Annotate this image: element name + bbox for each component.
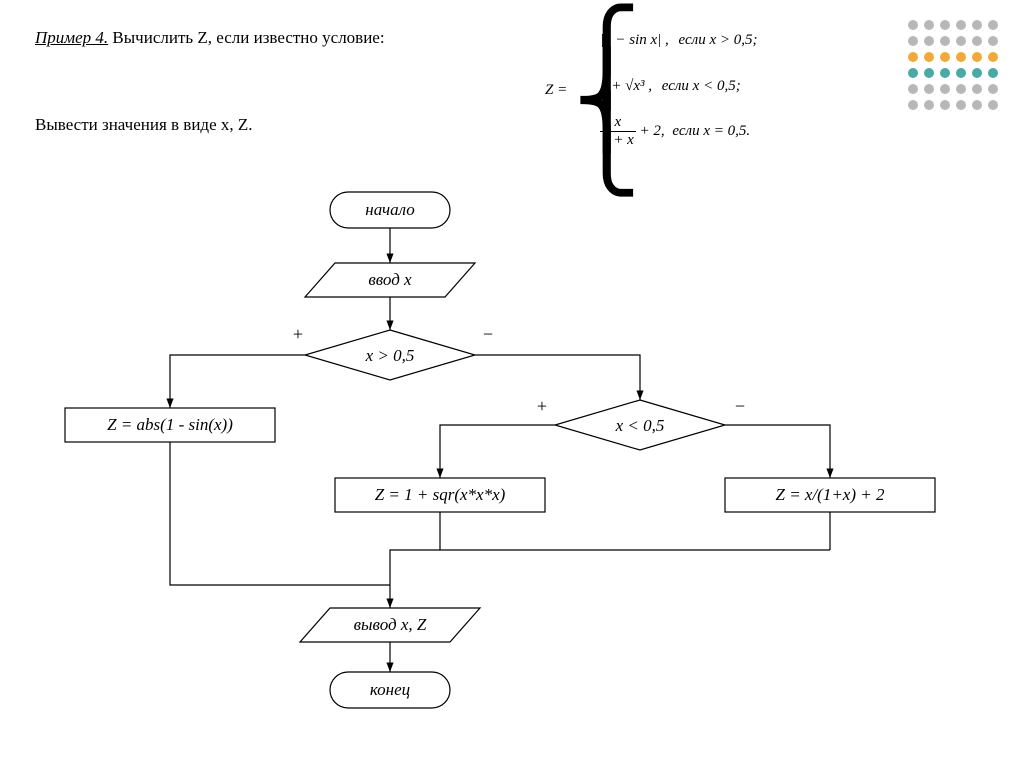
dec1-minus: −: [483, 324, 493, 344]
title-prefix: Пример 4.: [35, 28, 108, 47]
formula-lhs: Z =: [545, 82, 567, 99]
title-rest: Вычислить Z, если известно условие:: [108, 28, 384, 47]
case2-expr: 1 + √x³ ,: [600, 78, 652, 94]
case2-cond: если x < 0,5;: [662, 78, 741, 94]
formula-definition: Z = ⎧ ⎨ ⎩ |1 − sin x| , если x > 0,5; 1 …: [545, 30, 885, 160]
node-dec1-label: x > 0,5: [365, 346, 415, 365]
dot: [956, 100, 966, 110]
dec2-minus: −: [735, 396, 745, 416]
dot: [940, 52, 950, 62]
node-input-label: ввод x: [368, 270, 412, 289]
case3-den: 1 + x: [600, 132, 636, 149]
node-output-label: вывод x, Z: [354, 615, 427, 634]
node-start-label: начало: [365, 200, 414, 219]
dot: [956, 52, 966, 62]
dot: [908, 20, 918, 30]
case3-tail: + 2,: [640, 123, 665, 139]
dot: [972, 100, 982, 110]
dec2-plus: +: [537, 396, 547, 416]
dot: [956, 36, 966, 46]
dot: [940, 68, 950, 78]
dot: [924, 100, 934, 110]
subtitle: Вывести значения в виде x, Z.: [35, 115, 253, 135]
dot: [924, 36, 934, 46]
dot: [940, 84, 950, 94]
dot: [908, 52, 918, 62]
dot: [988, 84, 998, 94]
dot: [940, 36, 950, 46]
dot: [972, 36, 982, 46]
dot: [988, 100, 998, 110]
dot: [924, 84, 934, 94]
dot: [924, 20, 934, 30]
dot: [972, 68, 982, 78]
node-p1-label: Z = abs(1 - sin(x)): [107, 415, 233, 434]
dot: [940, 100, 950, 110]
dot: [988, 20, 998, 30]
dot: [956, 84, 966, 94]
dot: [988, 68, 998, 78]
edge: [170, 355, 305, 408]
edge: [440, 512, 830, 550]
dot: [924, 68, 934, 78]
edge: [390, 550, 440, 585]
case1-cond: если x > 0,5;: [679, 32, 758, 48]
dot: [940, 20, 950, 30]
decorative-dots: [908, 20, 1002, 114]
dot: [988, 52, 998, 62]
dot: [956, 68, 966, 78]
case1-expr: |1 − sin x| ,: [600, 32, 669, 48]
node-dec2-label: x < 0,5: [615, 416, 665, 435]
node-end-label: конец: [370, 680, 410, 699]
edge: [725, 425, 830, 478]
dec1-plus: +: [293, 324, 303, 344]
dot: [908, 68, 918, 78]
edge: [475, 355, 640, 400]
dot: [972, 52, 982, 62]
node-p2-label: Z = 1 + sqr(x*x*x): [375, 485, 506, 504]
dot: [972, 20, 982, 30]
dot: [908, 84, 918, 94]
edge: [170, 442, 390, 585]
case3-cond: если x = 0,5.: [672, 123, 750, 139]
dot: [908, 100, 918, 110]
node-p3-label: Z = x/(1+x) + 2: [775, 485, 885, 504]
case3-num: x: [600, 114, 636, 132]
example-title: Пример 4. Вычислить Z, если известно усл…: [35, 28, 385, 48]
dot: [956, 20, 966, 30]
edge: [440, 425, 555, 478]
dot: [988, 36, 998, 46]
dot: [908, 36, 918, 46]
dot: [972, 84, 982, 94]
flowchart: начало ввод x x > 0,5 + − Z = abs(1 - si…: [40, 190, 1000, 750]
dot: [924, 52, 934, 62]
